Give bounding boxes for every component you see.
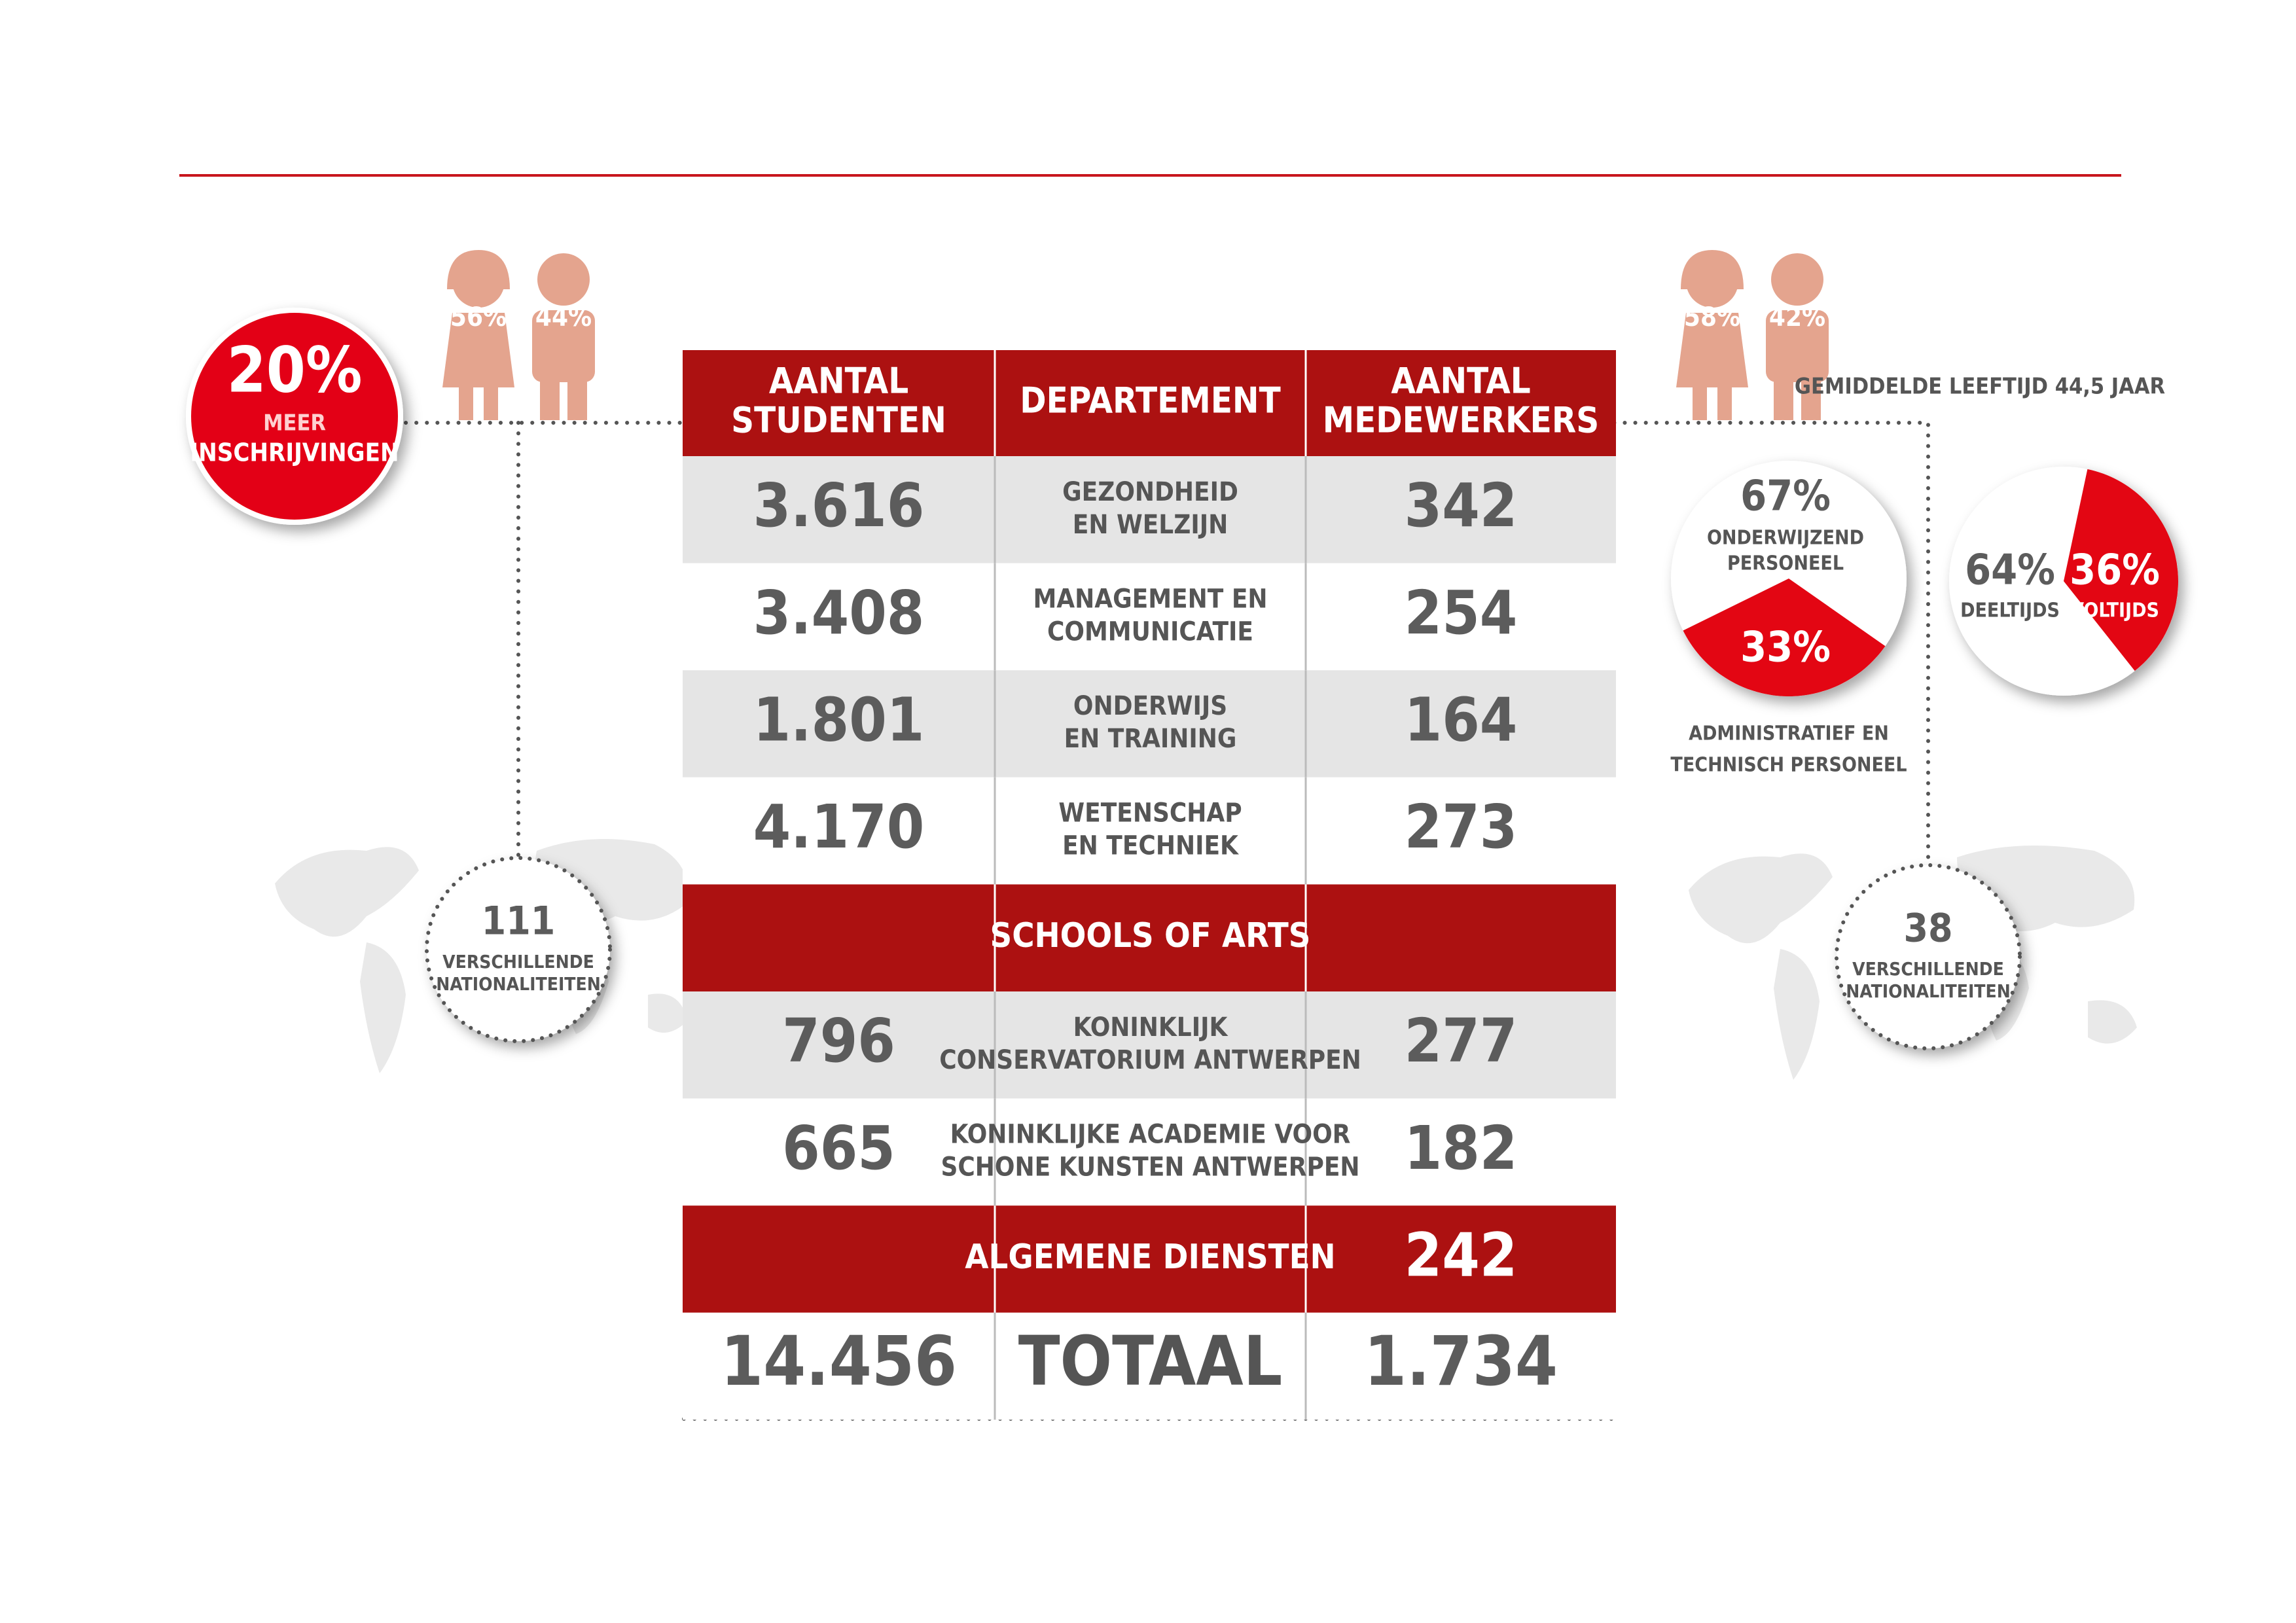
staff-count: 342 bbox=[1405, 471, 1518, 541]
head bbox=[1771, 253, 1823, 306]
male-icon bbox=[532, 253, 595, 420]
male-icon bbox=[1766, 253, 1829, 420]
nationality-badge bbox=[1837, 865, 2020, 1048]
growth-label: MEER bbox=[263, 410, 326, 437]
header-label: MEDEWERKERS bbox=[1323, 400, 1600, 441]
pie-slice bbox=[2064, 469, 2178, 671]
pie-caption: ADMINISTRATIEF EN bbox=[1689, 722, 1889, 745]
student-count: 665 bbox=[782, 1113, 895, 1183]
department-name: GEZONDHEID bbox=[1062, 477, 1238, 507]
dress bbox=[1676, 313, 1748, 387]
growth-value: 20% bbox=[227, 333, 363, 406]
header-label: STUDENTEN bbox=[731, 400, 946, 441]
hair bbox=[1681, 250, 1744, 289]
female-icon bbox=[1676, 250, 1748, 420]
nationality-badge bbox=[427, 858, 610, 1041]
department-name: ALGEMENE DIENSTEN bbox=[965, 1238, 1335, 1277]
department-name: ONDERWIJS bbox=[1073, 691, 1227, 721]
head bbox=[537, 253, 590, 306]
growth-badge bbox=[186, 308, 403, 525]
leg bbox=[1774, 378, 1793, 420]
department-name: SCHONE KUNSTEN ANTWERPEN bbox=[941, 1152, 1359, 1182]
pie-caption: ONDERWIJZEND bbox=[1707, 527, 1864, 550]
department-name: CONSERVATORIUM ANTWERPEN bbox=[939, 1045, 1361, 1075]
department-name: KONINKLIJKE ACADEMIE VOOR bbox=[950, 1119, 1351, 1149]
table-row-bg bbox=[683, 991, 1616, 1099]
gender-percentage: 42% bbox=[1769, 302, 1825, 332]
torso bbox=[1766, 310, 1829, 382]
staff-count: 164 bbox=[1405, 685, 1518, 755]
connector-lines bbox=[404, 421, 1930, 1421]
pie-caption: PERSONEEL bbox=[1727, 552, 1844, 575]
nationality-label: NATIONALITEITEN bbox=[1846, 980, 2011, 1002]
staff-count: 273 bbox=[1405, 792, 1518, 862]
table-header-bg bbox=[683, 350, 1616, 456]
department-name: WETENSCHAP bbox=[1058, 798, 1242, 829]
student-count: 3.408 bbox=[753, 578, 925, 648]
department-name: SCHOOLS OF ARTS bbox=[990, 916, 1311, 955]
department-name: EN TECHNIEK bbox=[1062, 831, 1239, 861]
gender-percentage: 44% bbox=[535, 302, 592, 332]
dress bbox=[442, 313, 514, 387]
nationality-label: VERSCHILLENDE bbox=[1852, 958, 2004, 980]
department-name: TOTAAL bbox=[1018, 1321, 1283, 1401]
pie-slice bbox=[1683, 579, 1886, 696]
nationality-border bbox=[425, 856, 612, 1043]
table-row-bg bbox=[683, 456, 1616, 563]
table-row-bg bbox=[683, 777, 1616, 885]
nationality-label: NATIONALITEITEN bbox=[436, 973, 601, 995]
pie-label: 64% bbox=[1965, 546, 2055, 595]
leg bbox=[567, 378, 587, 420]
leg bbox=[484, 384, 498, 420]
pie-caption: VOLTIJDS bbox=[2070, 599, 2159, 622]
table-row-bg bbox=[683, 563, 1616, 671]
table-row-bg bbox=[683, 884, 1616, 991]
hair bbox=[447, 250, 510, 289]
gender-percentage: 58% bbox=[1684, 302, 1740, 332]
leg bbox=[540, 378, 560, 420]
department-name: EN TRAINING bbox=[1064, 724, 1237, 754]
staff-count: 1.734 bbox=[1364, 1321, 1558, 1401]
leg bbox=[459, 384, 473, 420]
table-row-bg bbox=[683, 1098, 1616, 1206]
table-row-bg bbox=[683, 1312, 1616, 1420]
nationality-count: 38 bbox=[1903, 906, 1952, 952]
header-label: DEPARTEMENT bbox=[1020, 380, 1280, 421]
nationality-label: VERSCHILLENDE bbox=[442, 951, 594, 972]
table-row-bg bbox=[683, 1205, 1616, 1313]
pie-label: 67% bbox=[1740, 473, 1831, 521]
pie-label: 33% bbox=[1740, 624, 1831, 672]
student-count: 1.801 bbox=[753, 685, 925, 755]
staff-count: 277 bbox=[1405, 1006, 1518, 1076]
leg bbox=[1801, 378, 1821, 420]
department-name: MANAGEMENT EN bbox=[1033, 584, 1267, 614]
gender-percentage: 56% bbox=[450, 302, 507, 332]
staff-count: 254 bbox=[1405, 578, 1518, 648]
student-count: 3.616 bbox=[753, 471, 925, 541]
torso bbox=[532, 310, 595, 382]
leg bbox=[1693, 384, 1707, 420]
pie-caption: DEELTIJDS bbox=[1960, 599, 2060, 622]
pie-label: 36% bbox=[2070, 546, 2160, 595]
department-name: COMMUNICATIE bbox=[1047, 616, 1253, 647]
header-label: AANTAL bbox=[1391, 361, 1530, 402]
growth-label: INSCHRIJVINGEN bbox=[190, 438, 399, 467]
nationality-border bbox=[1835, 863, 2022, 1050]
student-count: 4.170 bbox=[753, 792, 925, 862]
staff-count: 182 bbox=[1405, 1113, 1518, 1183]
table-row-bg bbox=[683, 670, 1616, 777]
staff-count: 242 bbox=[1405, 1220, 1518, 1290]
pie-caption: TECHNISCH PERSONEEL bbox=[1670, 754, 1907, 777]
leg bbox=[1717, 384, 1732, 420]
female-icon bbox=[442, 250, 514, 420]
department-name: KONINKLIJK bbox=[1073, 1012, 1229, 1043]
nationality-count: 111 bbox=[482, 899, 556, 944]
student-count: 796 bbox=[782, 1006, 895, 1076]
student-count: 14.456 bbox=[721, 1321, 957, 1401]
department-name: EN WELZIJN bbox=[1073, 510, 1228, 540]
average-age: GEMIDDELDE LEEFTIJD 44,5 JAAR bbox=[1795, 374, 2165, 400]
header-label: AANTAL bbox=[769, 361, 908, 402]
